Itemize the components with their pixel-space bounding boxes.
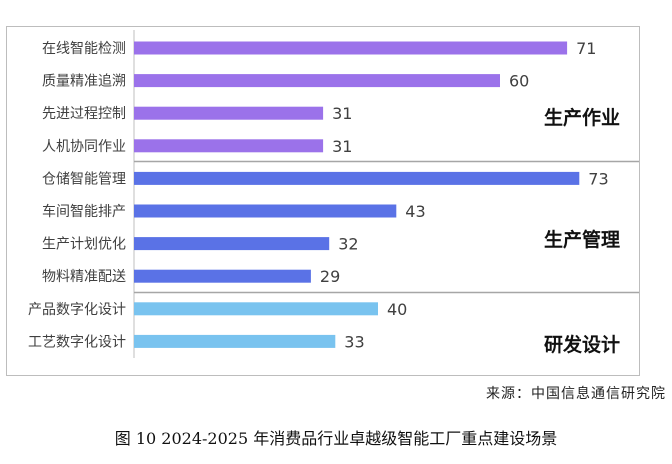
bar bbox=[134, 171, 580, 185]
bar-value-label: 29 bbox=[320, 267, 340, 286]
category-label: 车间智能排产 bbox=[42, 203, 126, 220]
bar bbox=[134, 204, 397, 218]
bar-value-label: 31 bbox=[332, 137, 352, 156]
category-label: 在线智能检测 bbox=[42, 41, 126, 57]
category-label: 生产计划优化 bbox=[42, 237, 126, 253]
bar bbox=[134, 302, 378, 316]
bar-value-label: 40 bbox=[387, 300, 407, 319]
group-label: 生产管理 bbox=[544, 228, 620, 251]
bar-value-label: 73 bbox=[588, 169, 608, 188]
bar bbox=[134, 237, 330, 251]
bar bbox=[134, 41, 568, 55]
category-label: 先进过程控制 bbox=[42, 106, 126, 122]
category-label: 仓储智能管理 bbox=[42, 171, 126, 187]
bars-layer: 在线智能检测 71 质量精准追溯 60 先进过程控制 31 人机协同作业 31 仓储智能管理 73… bbox=[28, 39, 609, 351]
category-label: 质量精准追溯 bbox=[42, 74, 126, 90]
bar-value-label: 71 bbox=[576, 39, 596, 58]
bar-value-label: 60 bbox=[509, 72, 529, 91]
category-label: 工艺数字化设计 bbox=[28, 334, 126, 350]
bar bbox=[134, 334, 336, 348]
chart-frame bbox=[6, 26, 640, 376]
group-label: 生产作业 bbox=[544, 106, 620, 129]
bar-value-label: 43 bbox=[405, 202, 425, 221]
group-label: 研发设计 bbox=[544, 333, 620, 356]
bar-value-label: 33 bbox=[344, 332, 364, 351]
bar-value-label: 31 bbox=[332, 104, 352, 123]
category-label: 物料精准配送 bbox=[42, 269, 126, 285]
figure-caption: 图 10 2024-2025 年消费品行业卓越级智能工厂重点建设场景 bbox=[114, 429, 558, 448]
bar-value-label: 32 bbox=[338, 235, 358, 254]
bar bbox=[134, 139, 324, 153]
source-note: 来源：中国信息通信研究院 bbox=[486, 386, 666, 402]
bar bbox=[134, 74, 500, 88]
bar bbox=[134, 106, 324, 120]
bar bbox=[134, 269, 311, 283]
category-label: 人机协同作业 bbox=[42, 139, 126, 155]
category-label: 产品数字化设计 bbox=[28, 302, 126, 318]
